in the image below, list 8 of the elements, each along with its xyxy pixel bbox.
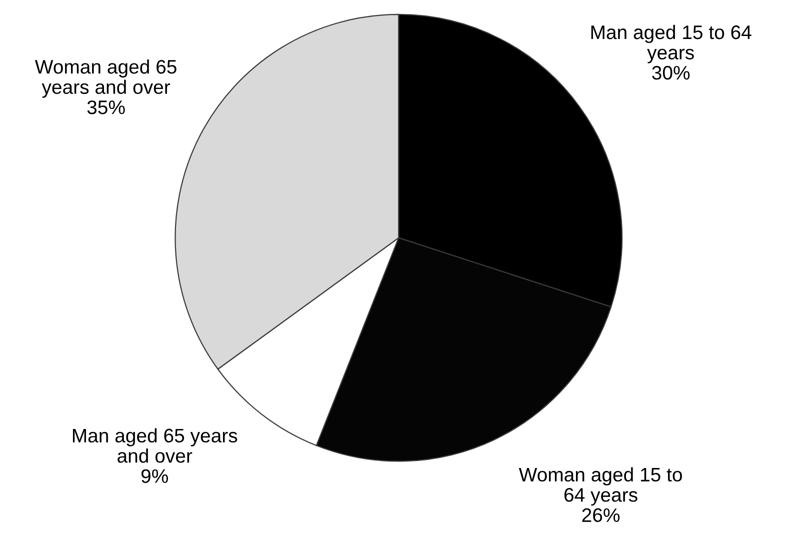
data-label: 35% [87,100,125,114]
data-label: 30% [652,66,690,80]
data-label: 9% [141,469,168,483]
slice-label: Woman aged 65 years and over [34,59,176,98]
data-label: 26% [582,508,620,522]
slice-label: Man aged 65 years and over [72,428,238,463]
slice-label: Man aged 15 to 64 years [591,24,752,64]
slice-label: Woman aged 15 to 64 years [518,467,682,506]
